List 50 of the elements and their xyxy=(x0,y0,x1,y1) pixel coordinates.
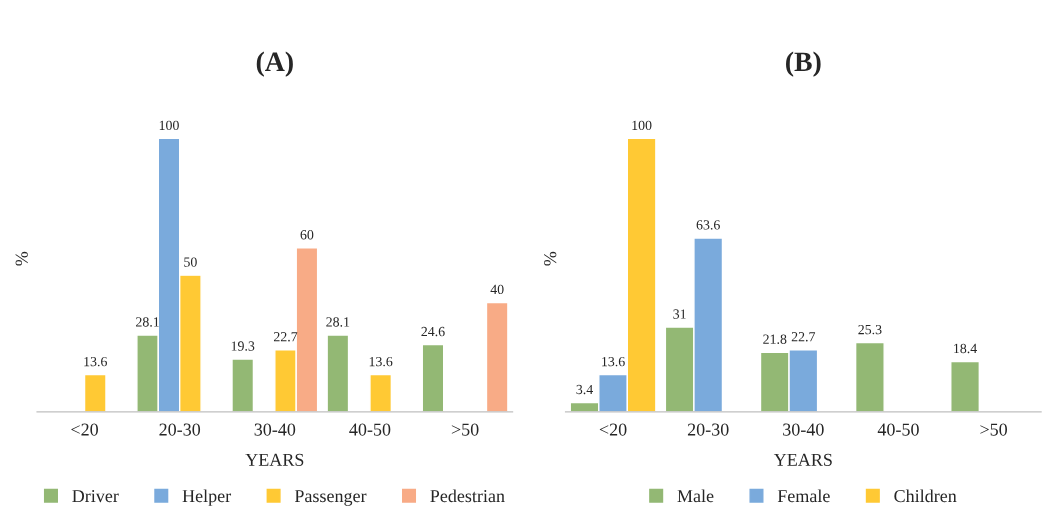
data-label: 18.4 xyxy=(954,343,977,354)
data-label: 24.6 xyxy=(421,326,445,337)
x-axis-title: YEARS xyxy=(773,453,832,466)
data-label: 63.6 xyxy=(696,220,720,230)
x-tick-label: 40-50 xyxy=(349,423,391,436)
legend-label: Female xyxy=(777,489,830,503)
legend-label: Helper xyxy=(182,489,232,506)
data-label: 100 xyxy=(159,120,179,131)
x-tick-label: >50 xyxy=(451,423,479,436)
data-label: 40 xyxy=(490,284,504,295)
legend-label: Driver xyxy=(72,490,119,503)
data-label: 28.1 xyxy=(326,317,350,327)
data-label: 50 xyxy=(184,257,197,267)
data-label: 19.3 xyxy=(231,341,255,351)
data-label: 13.6 xyxy=(602,356,625,367)
bar xyxy=(950,360,981,412)
data-label: 60 xyxy=(300,230,314,240)
chart-title: (A) xyxy=(256,51,293,77)
x-axis-title: YEARS xyxy=(245,453,304,466)
bar xyxy=(83,373,107,412)
x-tick-label: 30-40 xyxy=(783,423,824,436)
bar xyxy=(854,341,885,412)
x-tick-label: 20-30 xyxy=(687,423,729,436)
data-label: 100 xyxy=(632,120,652,131)
data-label: 13.6 xyxy=(369,356,393,367)
bar xyxy=(485,301,509,412)
data-label: 13.6 xyxy=(84,356,107,367)
data-label: 3.4 xyxy=(576,384,593,395)
bar xyxy=(369,373,393,412)
bar xyxy=(421,343,445,412)
data-label: 25.3 xyxy=(858,324,882,335)
data-label: 21.8 xyxy=(763,334,787,344)
data-label: 22.7 xyxy=(791,332,816,342)
x-tick-label: 20-30 xyxy=(159,423,201,436)
legend-label: Pedestrian xyxy=(430,489,505,503)
y-axis-title: % xyxy=(15,251,28,266)
chart-title: (B) xyxy=(786,51,821,77)
data-label: 31 xyxy=(673,309,686,319)
legend-label: Passenger xyxy=(294,490,367,506)
legend-label: Male xyxy=(677,489,714,503)
x-tick-label: <20 xyxy=(599,423,627,436)
legend-label: Children xyxy=(894,489,957,503)
x-tick-label: 40-50 xyxy=(877,423,919,436)
bar xyxy=(326,334,350,412)
data-label: 28.1 xyxy=(136,317,159,327)
y-axis-title: % xyxy=(544,251,557,266)
x-tick-label: >50 xyxy=(980,423,1008,436)
x-tick-label: 30-40 xyxy=(254,423,296,436)
x-tick-label: <20 xyxy=(71,423,98,436)
bar xyxy=(231,358,255,412)
